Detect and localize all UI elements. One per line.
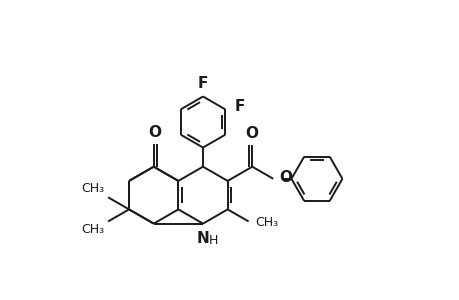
Text: CH₃: CH₃ bbox=[81, 182, 104, 195]
Text: F: F bbox=[197, 76, 208, 91]
Text: CH₃: CH₃ bbox=[81, 224, 104, 236]
Text: F: F bbox=[235, 99, 245, 114]
Text: H: H bbox=[209, 234, 218, 248]
Text: O: O bbox=[148, 125, 161, 140]
Text: CH₃: CH₃ bbox=[255, 216, 278, 230]
Text: O: O bbox=[244, 126, 257, 141]
Text: O: O bbox=[279, 170, 291, 185]
Text: N: N bbox=[196, 231, 209, 246]
